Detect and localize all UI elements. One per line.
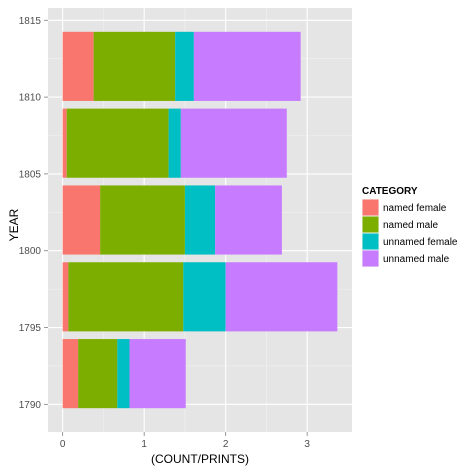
bar-unnamed-female [184,185,216,255]
bar-unnamed-male [193,31,301,101]
legend-label: unnamed male [383,254,450,265]
x-tick-label: 3 [304,439,310,450]
legend-label: named male [383,220,438,231]
bar-unnamed-female [183,262,226,332]
x-axis-ticks: 0 1 2 3 [60,432,310,450]
bar-named-female [62,108,67,178]
bar-named-female [62,262,69,332]
legend-swatch [362,216,379,233]
bar-named-female [62,339,79,409]
legend-swatch [362,199,379,216]
y-axis-title: YEAR [7,208,21,241]
x-tick-label: 1 [141,439,147,450]
bar-unnamed-male [225,262,338,332]
y-tick-label: 1790 [19,400,42,411]
y-tick-label: 1805 [19,169,42,180]
y-tick-label: 1815 [19,16,42,27]
bar-named-male [78,339,118,409]
bar-unnamed-male [215,185,282,255]
bar-unnamed-female [175,31,194,101]
legend-label: named female [383,203,447,214]
bar-named-male [100,185,185,255]
legend-swatch [362,233,379,250]
y-axis-ticks: 1790 1795 1800 1805 1810 1815 [19,16,48,411]
x-tick-label: 0 [60,439,66,450]
bar-named-male [68,262,184,332]
bar-unnamed-male [180,108,287,178]
bar-named-male [93,31,176,101]
bar-named-female [62,185,101,255]
legend-swatch [362,250,379,267]
legend-title: CATEGORY [362,186,418,197]
bars [62,31,338,409]
bar-named-female [62,31,94,101]
bar-unnamed-female [117,339,130,409]
bar-unnamed-female [168,108,181,178]
bar-unnamed-male [129,339,186,409]
legend: named female named male unnamed female unna… [362,199,458,267]
y-tick-label: 1810 [19,93,42,104]
x-axis-title: (COUNT/PRINTS) [151,452,249,466]
x-tick-label: 2 [223,439,229,450]
y-tick-label: 1800 [19,246,42,257]
bar-named-male [66,108,169,178]
legend-label: unnamed female [383,237,458,248]
y-tick-label: 1795 [19,323,42,334]
